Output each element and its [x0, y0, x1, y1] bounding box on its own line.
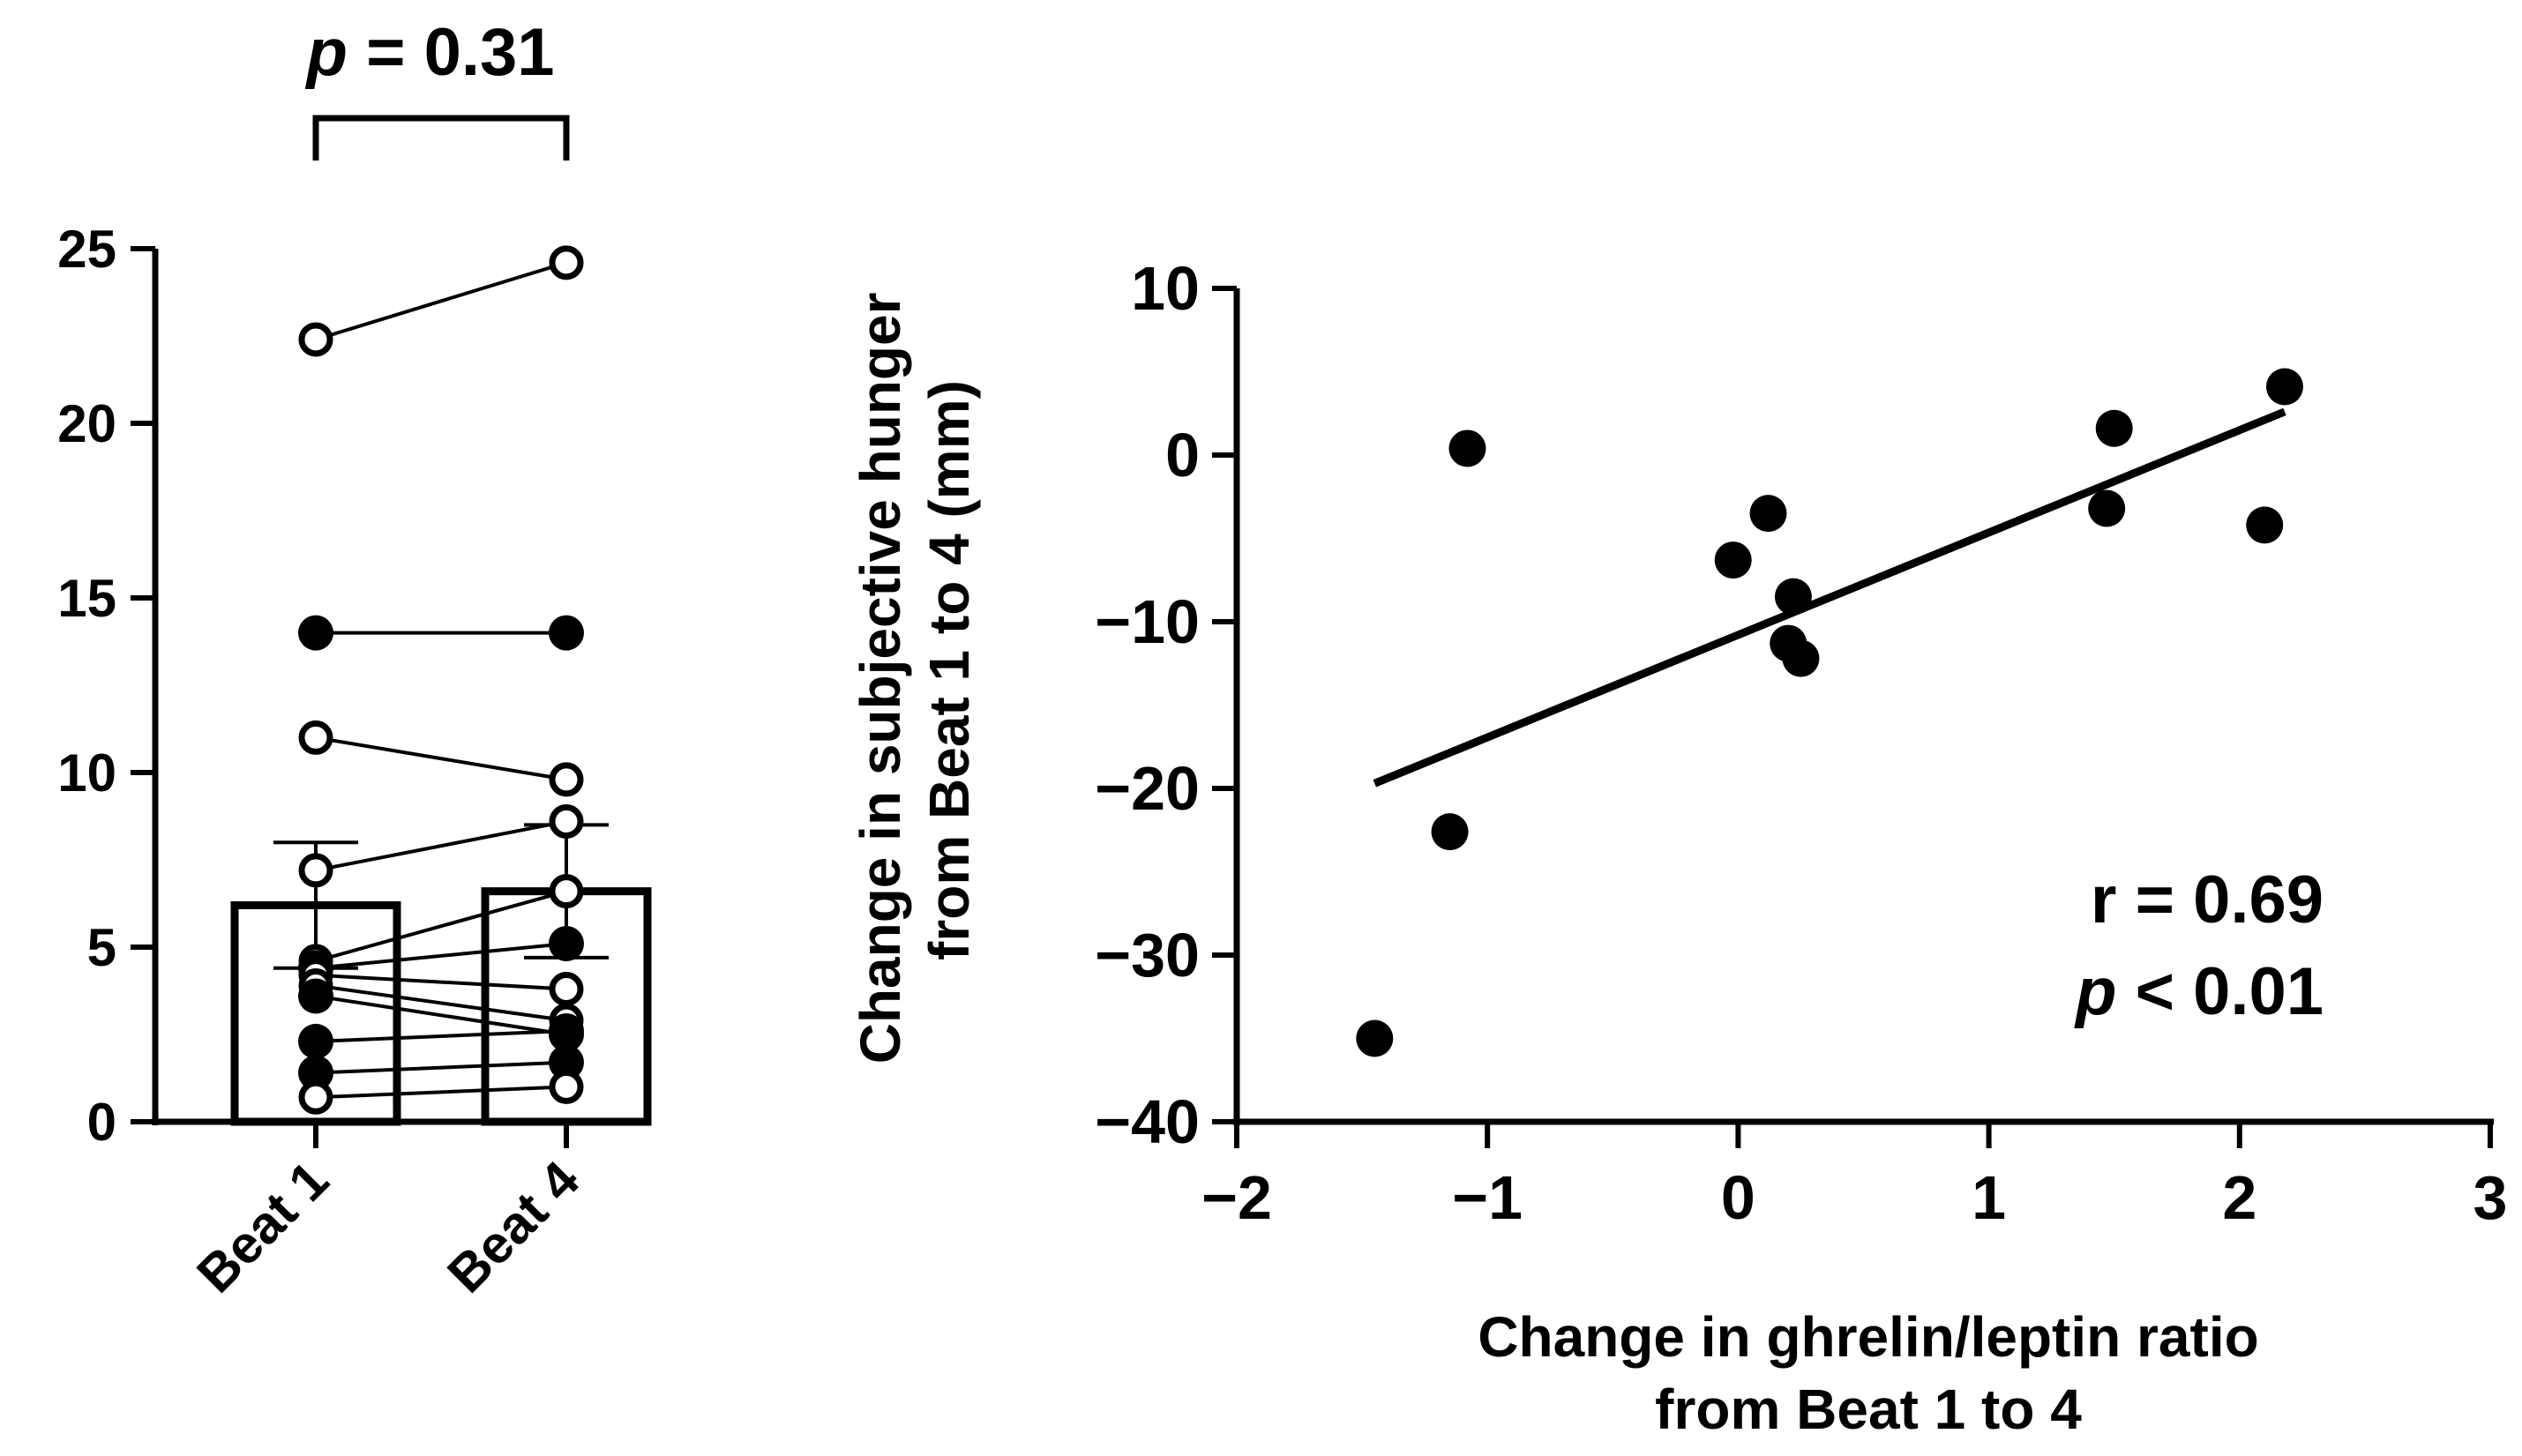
- open-marker: [298, 322, 333, 357]
- y-axis-label-line-2: from Beat 1 to 4 (mm): [917, 380, 981, 960]
- x-tick-label: −1: [1452, 1163, 1523, 1232]
- scatter-point: [1356, 1019, 1394, 1057]
- paired-line: [315, 1029, 567, 1043]
- x-tick-label: Beat 4: [436, 1149, 590, 1303]
- x-tick-label: 2: [2222, 1163, 2256, 1232]
- open-marker: [549, 972, 584, 1007]
- y-tick-label: 20: [57, 394, 116, 453]
- paired-line: [315, 983, 567, 1023]
- open-marker: [549, 803, 584, 839]
- filled-marker: [549, 1013, 584, 1049]
- y-tick-label: −40: [1095, 1087, 1200, 1156]
- y-tick-label: 0: [87, 1093, 116, 1152]
- y-tick-label: 10: [57, 743, 116, 803]
- open-marker: [549, 762, 584, 797]
- scatter-point: [2246, 506, 2284, 544]
- paired-line: [315, 973, 567, 991]
- y-tick-label: −20: [1095, 754, 1200, 823]
- y-tick-label: 15: [57, 569, 116, 628]
- scatter-point: [1448, 429, 1486, 467]
- y-tick-label: −10: [1095, 587, 1200, 656]
- p-symbol: p: [305, 15, 348, 90]
- left-x-ticks: Beat 1 Beat 4: [185, 1122, 591, 1304]
- x-axis-label-line-2: from Beat 1 to 4: [1655, 1378, 2082, 1441]
- correlation-r: r = 0.69: [2091, 862, 2324, 937]
- scatter-point: [2095, 409, 2133, 447]
- filled-marker: [298, 1055, 333, 1091]
- y-tick-label: 0: [1165, 421, 1200, 489]
- x-tick-label: 3: [2473, 1163, 2508, 1232]
- y-tick-label: 10: [1131, 254, 1200, 323]
- y-tick-label: 25: [57, 220, 116, 279]
- significance-bracket: [312, 115, 570, 161]
- scatter-point: [1749, 495, 1787, 533]
- filled-marker: [549, 1044, 584, 1080]
- y-axis-label: Change in subjective hunger from Beat 1 …: [849, 277, 981, 1064]
- filled-marker: [298, 1023, 333, 1059]
- open-marker: [549, 874, 584, 909]
- open-marker: [298, 720, 333, 755]
- paired-points-group: [298, 245, 584, 1115]
- right-axes: [1233, 288, 2494, 1125]
- open-marker: [298, 853, 333, 888]
- paired-line: [315, 1085, 567, 1100]
- filled-marker: [549, 926, 584, 962]
- significance-label: p = 0.31: [305, 15, 555, 90]
- open-marker: [549, 1069, 584, 1104]
- paired-line: [315, 889, 567, 963]
- y-tick-label: 5: [87, 918, 116, 977]
- y-tick-label: −30: [1095, 921, 1200, 989]
- scatter-point: [1782, 639, 1820, 677]
- right-x-ticks: −2 −1 0 1 2 3: [1201, 1122, 2507, 1232]
- p-value-text: = 0.31: [348, 15, 555, 90]
- scatter-point: [2265, 368, 2303, 406]
- x-tick-label: −2: [1201, 1163, 1272, 1232]
- x-tick-label: 0: [1721, 1163, 1755, 1232]
- x-tick-label: 1: [1972, 1163, 2006, 1232]
- scatter-point: [1714, 541, 1752, 579]
- filled-marker: [298, 615, 333, 651]
- paired-line: [315, 942, 567, 970]
- regression-line-group: [1373, 407, 2286, 788]
- correlation-p: p < 0.01: [2074, 954, 2324, 1029]
- paired-line: [315, 260, 567, 341]
- filled-marker: [549, 615, 584, 651]
- p-value-text: < 0.01: [2116, 954, 2324, 1029]
- open-marker: [549, 245, 584, 280]
- filled-marker: [298, 978, 333, 1014]
- paired-bar-chart: p = 0.31 0 5 10 15 20 25 Beat 1 Beat 4: [57, 15, 652, 1304]
- right-y-ticks: −40 −30 −20 −10 0 10: [1095, 254, 1237, 1156]
- regression-line: [1373, 407, 2286, 788]
- open-marker: [298, 1079, 333, 1115]
- x-tick-label: Beat 1: [185, 1150, 340, 1304]
- paired-line: [315, 1060, 567, 1075]
- scatter-points-group: [1356, 368, 2303, 1057]
- p-symbol: p: [2074, 954, 2116, 1029]
- y-axis-label-line-1: Change in subjective hunger: [849, 292, 912, 1064]
- paired-line: [315, 735, 567, 781]
- scatter-point: [2088, 489, 2126, 527]
- paired-line: [315, 819, 567, 872]
- paired-lines-group: [315, 260, 567, 1100]
- left-y-ticks: 0 5 10 15 20 25: [57, 220, 155, 1152]
- x-axis-label-line-1: Change in ghrelin/leptin ratio: [1478, 1305, 2258, 1369]
- significance-bracket-line: [312, 115, 570, 161]
- scatter-point: [1431, 813, 1469, 851]
- paired-line: [315, 994, 567, 1036]
